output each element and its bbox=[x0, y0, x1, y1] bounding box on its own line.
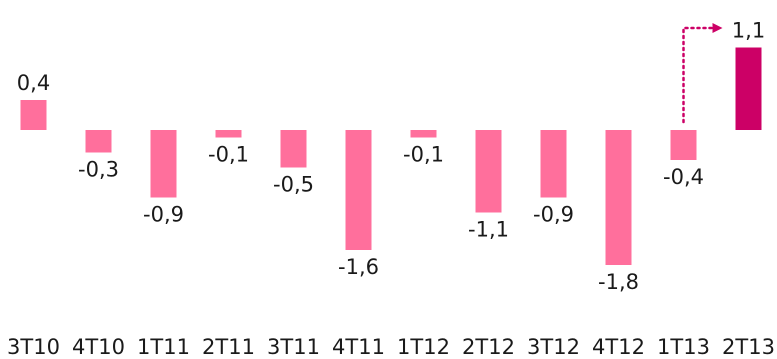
value-label-1T13: -0,4 bbox=[663, 165, 704, 189]
value-label-3T10: 0,4 bbox=[17, 71, 50, 95]
category-label-1T12: 1T12 bbox=[397, 335, 450, 359]
bar-2T13 bbox=[735, 47, 762, 130]
category-label-1T13: 1T13 bbox=[657, 335, 710, 359]
bar-1T11 bbox=[150, 130, 177, 198]
bar-4T12 bbox=[605, 130, 632, 265]
bar-4T11 bbox=[345, 130, 372, 250]
category-labels-group: 3T10 4T10 1T11 2T11 3T11 4T11 1T12 2T12 3T12 4T12… bbox=[7, 335, 775, 359]
value-label-2T12: -1,1 bbox=[468, 218, 509, 242]
bar-1T13 bbox=[670, 130, 697, 160]
bar-2T11 bbox=[215, 130, 242, 138]
bar-2T12 bbox=[475, 130, 502, 213]
bar-1T12 bbox=[410, 130, 437, 138]
value-label-4T12: -1,8 bbox=[598, 270, 639, 294]
value-label-2T11: -0,1 bbox=[208, 143, 249, 167]
bar-4T10 bbox=[85, 130, 112, 153]
category-label-2T13: 2T13 bbox=[722, 335, 775, 359]
bars-group bbox=[20, 47, 762, 265]
value-label-1T12: -0,1 bbox=[403, 143, 444, 167]
bar-3T12 bbox=[540, 130, 567, 198]
category-label-4T11: 4T11 bbox=[332, 335, 385, 359]
value-label-3T11: -0,5 bbox=[273, 173, 314, 197]
category-label-3T10: 3T10 bbox=[7, 335, 60, 359]
value-label-4T11: -1,6 bbox=[338, 255, 379, 279]
annotations-group bbox=[682, 23, 723, 124]
category-label-1T11: 1T11 bbox=[137, 335, 190, 359]
bar-3T11 bbox=[280, 130, 307, 168]
value-label-1T11: -0,9 bbox=[143, 203, 184, 227]
category-label-2T12: 2T12 bbox=[462, 335, 515, 359]
category-label-3T12: 3T12 bbox=[527, 335, 580, 359]
value-label-3T12: -0,9 bbox=[533, 203, 574, 227]
category-label-4T12: 4T12 bbox=[592, 335, 645, 359]
value-label-2T13: 1,1 bbox=[732, 19, 765, 43]
value-label-4T10: -0,3 bbox=[78, 158, 119, 182]
bar-3T10 bbox=[20, 100, 47, 130]
trend-arrow bbox=[682, 23, 723, 124]
category-label-3T11: 3T11 bbox=[267, 335, 320, 359]
value-labels-group: 0,4 -0,3 -0,9 -0,1 -0,5 -1,6 -0,1 -1,1 -0,9 -1,8 -… bbox=[17, 19, 765, 295]
category-label-2T11: 2T11 bbox=[202, 335, 255, 359]
category-label-4T10: 4T10 bbox=[72, 335, 125, 359]
